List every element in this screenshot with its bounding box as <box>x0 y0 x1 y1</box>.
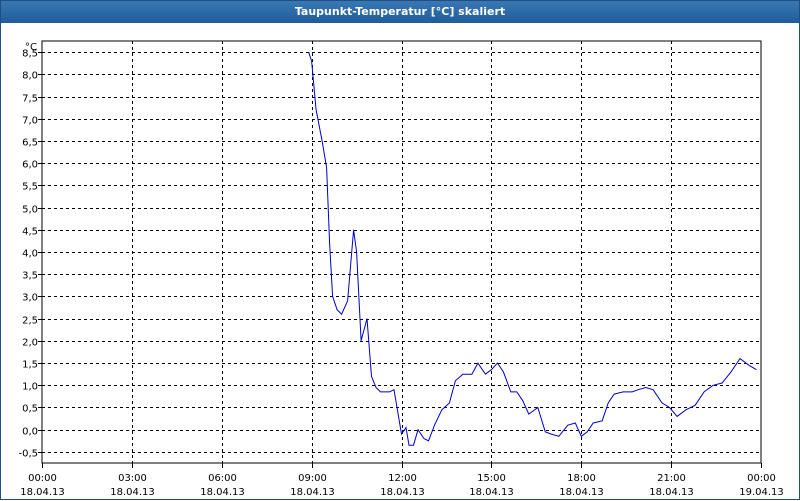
x-tick-date-label: 18.04.13 <box>290 487 335 498</box>
y-tick-label: -0,5 <box>18 449 38 460</box>
y-tick-label: 2,0 <box>22 338 38 349</box>
y-tick-label: 7,5 <box>22 94 38 105</box>
x-tick-date-label: 18.04.13 <box>559 487 604 498</box>
y-tick-label: 3,0 <box>22 293 38 304</box>
y-tick-label: 8,5 <box>22 49 38 60</box>
y-axis-unit: °C <box>25 42 37 53</box>
x-tick-date-label: 18.04.13 <box>380 487 425 498</box>
chart-title: Taupunkt-Temperatur [°C] skaliert <box>1 1 799 23</box>
x-tick-time-label: 12:00 <box>388 473 417 484</box>
y-tick-label: 5,0 <box>22 205 38 216</box>
y-tick-label: 4,0 <box>22 249 38 260</box>
y-tick-label: 3,5 <box>22 271 38 282</box>
x-tick-time-label: 18:00 <box>567 473 596 484</box>
y-tick-label: 5,5 <box>22 182 38 193</box>
x-tick-time-label: 00:00 <box>747 473 776 484</box>
x-tick-date-label: 19.04.13 <box>739 487 784 498</box>
y-tick-label: 0,5 <box>22 404 38 415</box>
x-tick-time-label: 15:00 <box>477 473 506 484</box>
y-tick-label: 2,5 <box>22 316 38 327</box>
x-tick-time-label: 03:00 <box>118 473 147 484</box>
y-tick-label: 1,5 <box>22 360 38 371</box>
plot-area <box>41 40 762 464</box>
x-tick-date-label: 18.04.13 <box>200 487 245 498</box>
x-tick-date-label: 18.04.13 <box>110 487 155 498</box>
y-tick-label: 8,0 <box>22 71 38 82</box>
x-tick-time-label: 21:00 <box>657 473 686 484</box>
x-tick-time-label: 00:00 <box>28 473 57 484</box>
y-tick-label: 0,0 <box>22 427 38 438</box>
x-tick-date-label: 18.04.13 <box>469 487 514 498</box>
x-tick-date-label: 18.04.13 <box>649 487 694 498</box>
y-tick-label: 1,0 <box>22 382 38 393</box>
x-tick-time-label: 06:00 <box>208 473 237 484</box>
y-tick-label: 6,0 <box>22 160 38 171</box>
dewpoint-series-line <box>308 51 757 446</box>
x-tick-time-label: 09:00 <box>298 473 327 484</box>
y-tick-label: 6,5 <box>22 138 38 149</box>
y-tick-label: 4,5 <box>22 227 38 238</box>
y-tick-label: 7,0 <box>22 116 38 127</box>
x-tick-date-label: 18.04.13 <box>20 487 65 498</box>
